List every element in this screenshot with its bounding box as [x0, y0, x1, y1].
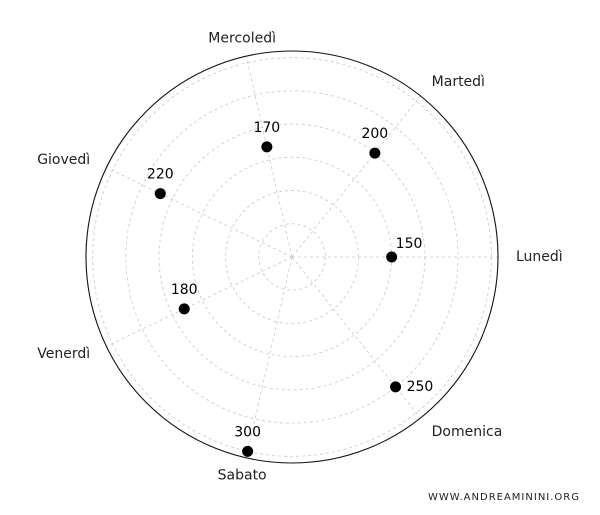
grid-spoke-1 [291, 95, 421, 258]
grid-spoke-4 [106, 256, 293, 347]
angular-label-3: Giovedì [37, 152, 90, 168]
data-point-3 [154, 188, 166, 200]
data-label-5: 300 [234, 424, 261, 440]
data-label-2: 170 [253, 120, 280, 136]
data-point-2 [261, 141, 273, 153]
angular-label-4: Venerdì [37, 346, 90, 362]
watermark: WWW.ANDREAMININI.ORG [427, 492, 580, 503]
polar-grid [92, 56, 498, 458]
angular-label-2: Mercoledì [208, 31, 276, 47]
angular-label-5: Sabato [218, 467, 267, 483]
grid-spoke-5 [245, 256, 293, 458]
angular-label-1: Martedì [432, 74, 485, 90]
data-point-1 [369, 147, 381, 159]
data-label-0: 150 [396, 236, 423, 252]
data-point-6 [390, 381, 402, 393]
grid-spoke-6 [291, 256, 421, 419]
data-point-4 [178, 303, 190, 315]
data-label-1: 200 [361, 126, 388, 142]
data-labels: 150 200 170 220 180 300 250 [147, 120, 433, 440]
polar-outer-ring [85, 50, 499, 464]
data-label-6: 250 [407, 379, 434, 395]
data-point-5 [242, 445, 254, 457]
angular-axis-labels: Lunedì Martedì Mercoledì Giovedì Venerdì Saba… [37, 31, 563, 484]
angular-label-6: Domenica [432, 424, 503, 440]
grid-spoke-2 [245, 56, 293, 258]
data-label-4: 180 [171, 282, 198, 298]
data-points [154, 141, 402, 457]
angular-label-0: Lunedì [516, 249, 563, 265]
data-label-3: 220 [147, 167, 174, 183]
grid-spoke-3 [106, 167, 293, 258]
grid-ring-50 [258, 223, 326, 291]
data-point-0 [386, 251, 398, 263]
grid-ring-250 [125, 90, 459, 424]
